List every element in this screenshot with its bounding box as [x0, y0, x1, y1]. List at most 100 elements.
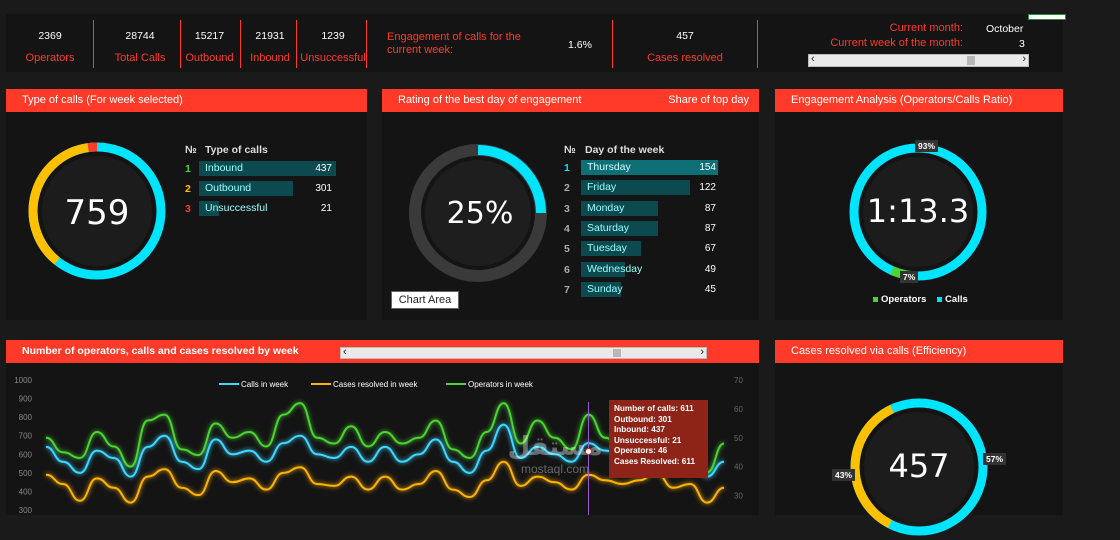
month-label: Current month: — [889, 22, 963, 34]
chevron-right-icon[interactable]: › — [1022, 53, 1026, 65]
row-number: 6 — [564, 263, 570, 276]
engagement-label: Engagement of calls for the current week… — [387, 31, 521, 56]
y-left-tick: 600 — [19, 450, 33, 459]
kpi-label: Cases resolved — [647, 52, 723, 64]
panel-title: Cases resolved via calls (Efficiency) — [775, 340, 1063, 363]
panel-title: Type of calls (For week selected) — [6, 89, 367, 112]
kpi-value: 15217 — [194, 30, 225, 42]
legend-label: Operators in week — [468, 380, 534, 389]
share-donut — [409, 144, 547, 282]
kpi-label: Total Calls — [114, 52, 166, 64]
share-center — [425, 160, 531, 266]
month-value: October — [986, 23, 1024, 35]
y-right-tick: 70 — [734, 376, 743, 385]
col-type-header: Type of calls — [205, 144, 268, 156]
kpi-value: 457 — [676, 30, 694, 42]
operators-pct-badge: 7% — [900, 271, 919, 283]
type-of-calls-donut — [28, 142, 166, 280]
row-number: 1 — [564, 162, 570, 174]
kpi-total-calls: 28744 Total Calls — [99, 20, 181, 68]
outbound-arc — [28, 143, 89, 265]
kpi-label: Inbound — [250, 52, 290, 64]
efficiency-left-badge: 43% — [832, 469, 856, 481]
y-right-tick: 50 — [734, 434, 743, 443]
watermark: مستقل mostaql.com — [490, 432, 620, 476]
legend-swatch — [219, 383, 239, 385]
calls-swatch — [937, 297, 943, 302]
tooltip-line: Outbound: 301 — [614, 414, 672, 424]
separator — [93, 20, 94, 68]
row-number: 4 — [564, 222, 570, 235]
day-value: 87 — [704, 202, 716, 214]
day-value: 154 — [699, 162, 716, 173]
kpi-label: Operators — [25, 52, 75, 64]
cell-selection-marker — [1028, 14, 1066, 20]
week-scrollbar[interactable]: ‹ › — [808, 53, 1029, 67]
day-bar: Wednesday — [581, 261, 642, 277]
row-number: 3 — [185, 203, 191, 215]
week-label: Current week of the month: — [830, 37, 963, 49]
y-left-tick: 900 — [19, 395, 33, 404]
tooltip-line: Inbound: 437 — [614, 425, 665, 434]
kpi-unsuccessful: 1239 Unsuccessful — [299, 20, 367, 68]
ratio-legend: Operators Calls — [873, 294, 968, 305]
type-bar: Outbound — [199, 181, 294, 196]
efficiency-right-badge: 57% — [983, 453, 1007, 465]
type-bar: Inbound — [199, 161, 336, 176]
chevron-left-icon[interactable]: ‹ — [811, 53, 815, 65]
scroll-thumb[interactable] — [967, 56, 975, 65]
scroll-thumb[interactable] — [613, 349, 621, 357]
engagement-value: 1.6% — [568, 39, 592, 51]
kpi-value: 2369 — [38, 30, 62, 42]
week-value: 3 — [1019, 38, 1025, 50]
chevron-left-icon[interactable]: ‹ — [343, 346, 347, 358]
row-number: 1 — [185, 163, 191, 175]
data-tooltip: Number of calls: 611 Outbound: 301 Inbound… — [609, 400, 708, 478]
day-bar: Tuesday — [581, 241, 641, 257]
separator — [757, 20, 758, 68]
y-right-tick: 30 — [734, 492, 743, 501]
share-arc — [477, 145, 546, 214]
kpi-value: 21931 — [255, 30, 285, 42]
separator — [296, 20, 297, 68]
y-left-tick: 500 — [19, 469, 33, 478]
tooltip-line: Unsuccessful: 21 — [614, 435, 682, 445]
kpi-value: 28744 — [125, 30, 155, 42]
ratio-value: 1:13.3 — [866, 192, 970, 230]
type-total: 759 — [64, 193, 130, 233]
kpi-outbound: 15217 Outbound — [183, 20, 236, 68]
tooltip-line: Number of calls: 611 — [614, 404, 694, 413]
hover-marker-line — [588, 402, 589, 515]
day-value: 49 — [704, 263, 716, 275]
col-number-header: № — [185, 144, 197, 156]
unsuccessful-arc — [87, 142, 98, 153]
type-value: 437 — [315, 163, 332, 174]
efficiency-center — [864, 412, 974, 522]
separator — [180, 20, 181, 68]
legend-label: Cases resolved in week — [333, 380, 418, 389]
kpi-label: Unsuccessful — [300, 52, 366, 64]
efficiency-value: 457 — [888, 447, 950, 485]
day-bar: Saturday — [581, 220, 659, 236]
kpi-operators: 2369 Operators — [22, 20, 78, 68]
chevron-right-icon[interactable]: › — [700, 346, 704, 358]
series-line-cases-resolved-in-week — [45, 460, 725, 504]
type-bar: Unsuccessful — [199, 201, 267, 216]
panel-title: Engagement Analysis (Operators/Calls Rat… — [775, 89, 1063, 112]
donut-center — [42, 156, 152, 266]
ratio-center — [863, 157, 973, 267]
row-number: 2 — [564, 182, 570, 195]
legend-label: Calls in week — [241, 380, 289, 389]
row-number: 7 — [564, 283, 570, 296]
kpi-inbound: 21931 Inbound — [245, 20, 295, 68]
separator — [240, 20, 241, 68]
chart-area-tooltip: Chart Area — [391, 291, 459, 309]
y-left-tick: 700 — [19, 432, 33, 441]
day-bar: Monday — [581, 200, 659, 216]
day-value: 67 — [704, 243, 716, 255]
operators-swatch — [873, 297, 878, 302]
legend-swatch — [311, 383, 331, 385]
legend-operators: Operators — [881, 294, 927, 305]
day-bar: Sunday — [581, 281, 623, 297]
chart-scrollbar[interactable]: ‹ › — [340, 346, 707, 359]
